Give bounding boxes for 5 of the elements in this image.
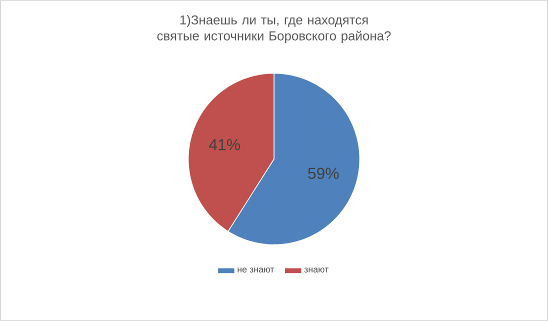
data-label: 41% — [209, 139, 240, 150]
legend-label: знают — [304, 268, 329, 272]
legend-label: не знают — [238, 268, 274, 272]
chart-title: 1)Знаешь ли ты, где находятся святые источники Боровского района? — [157, 14, 391, 43]
data-label: 59% — [308, 168, 339, 179]
